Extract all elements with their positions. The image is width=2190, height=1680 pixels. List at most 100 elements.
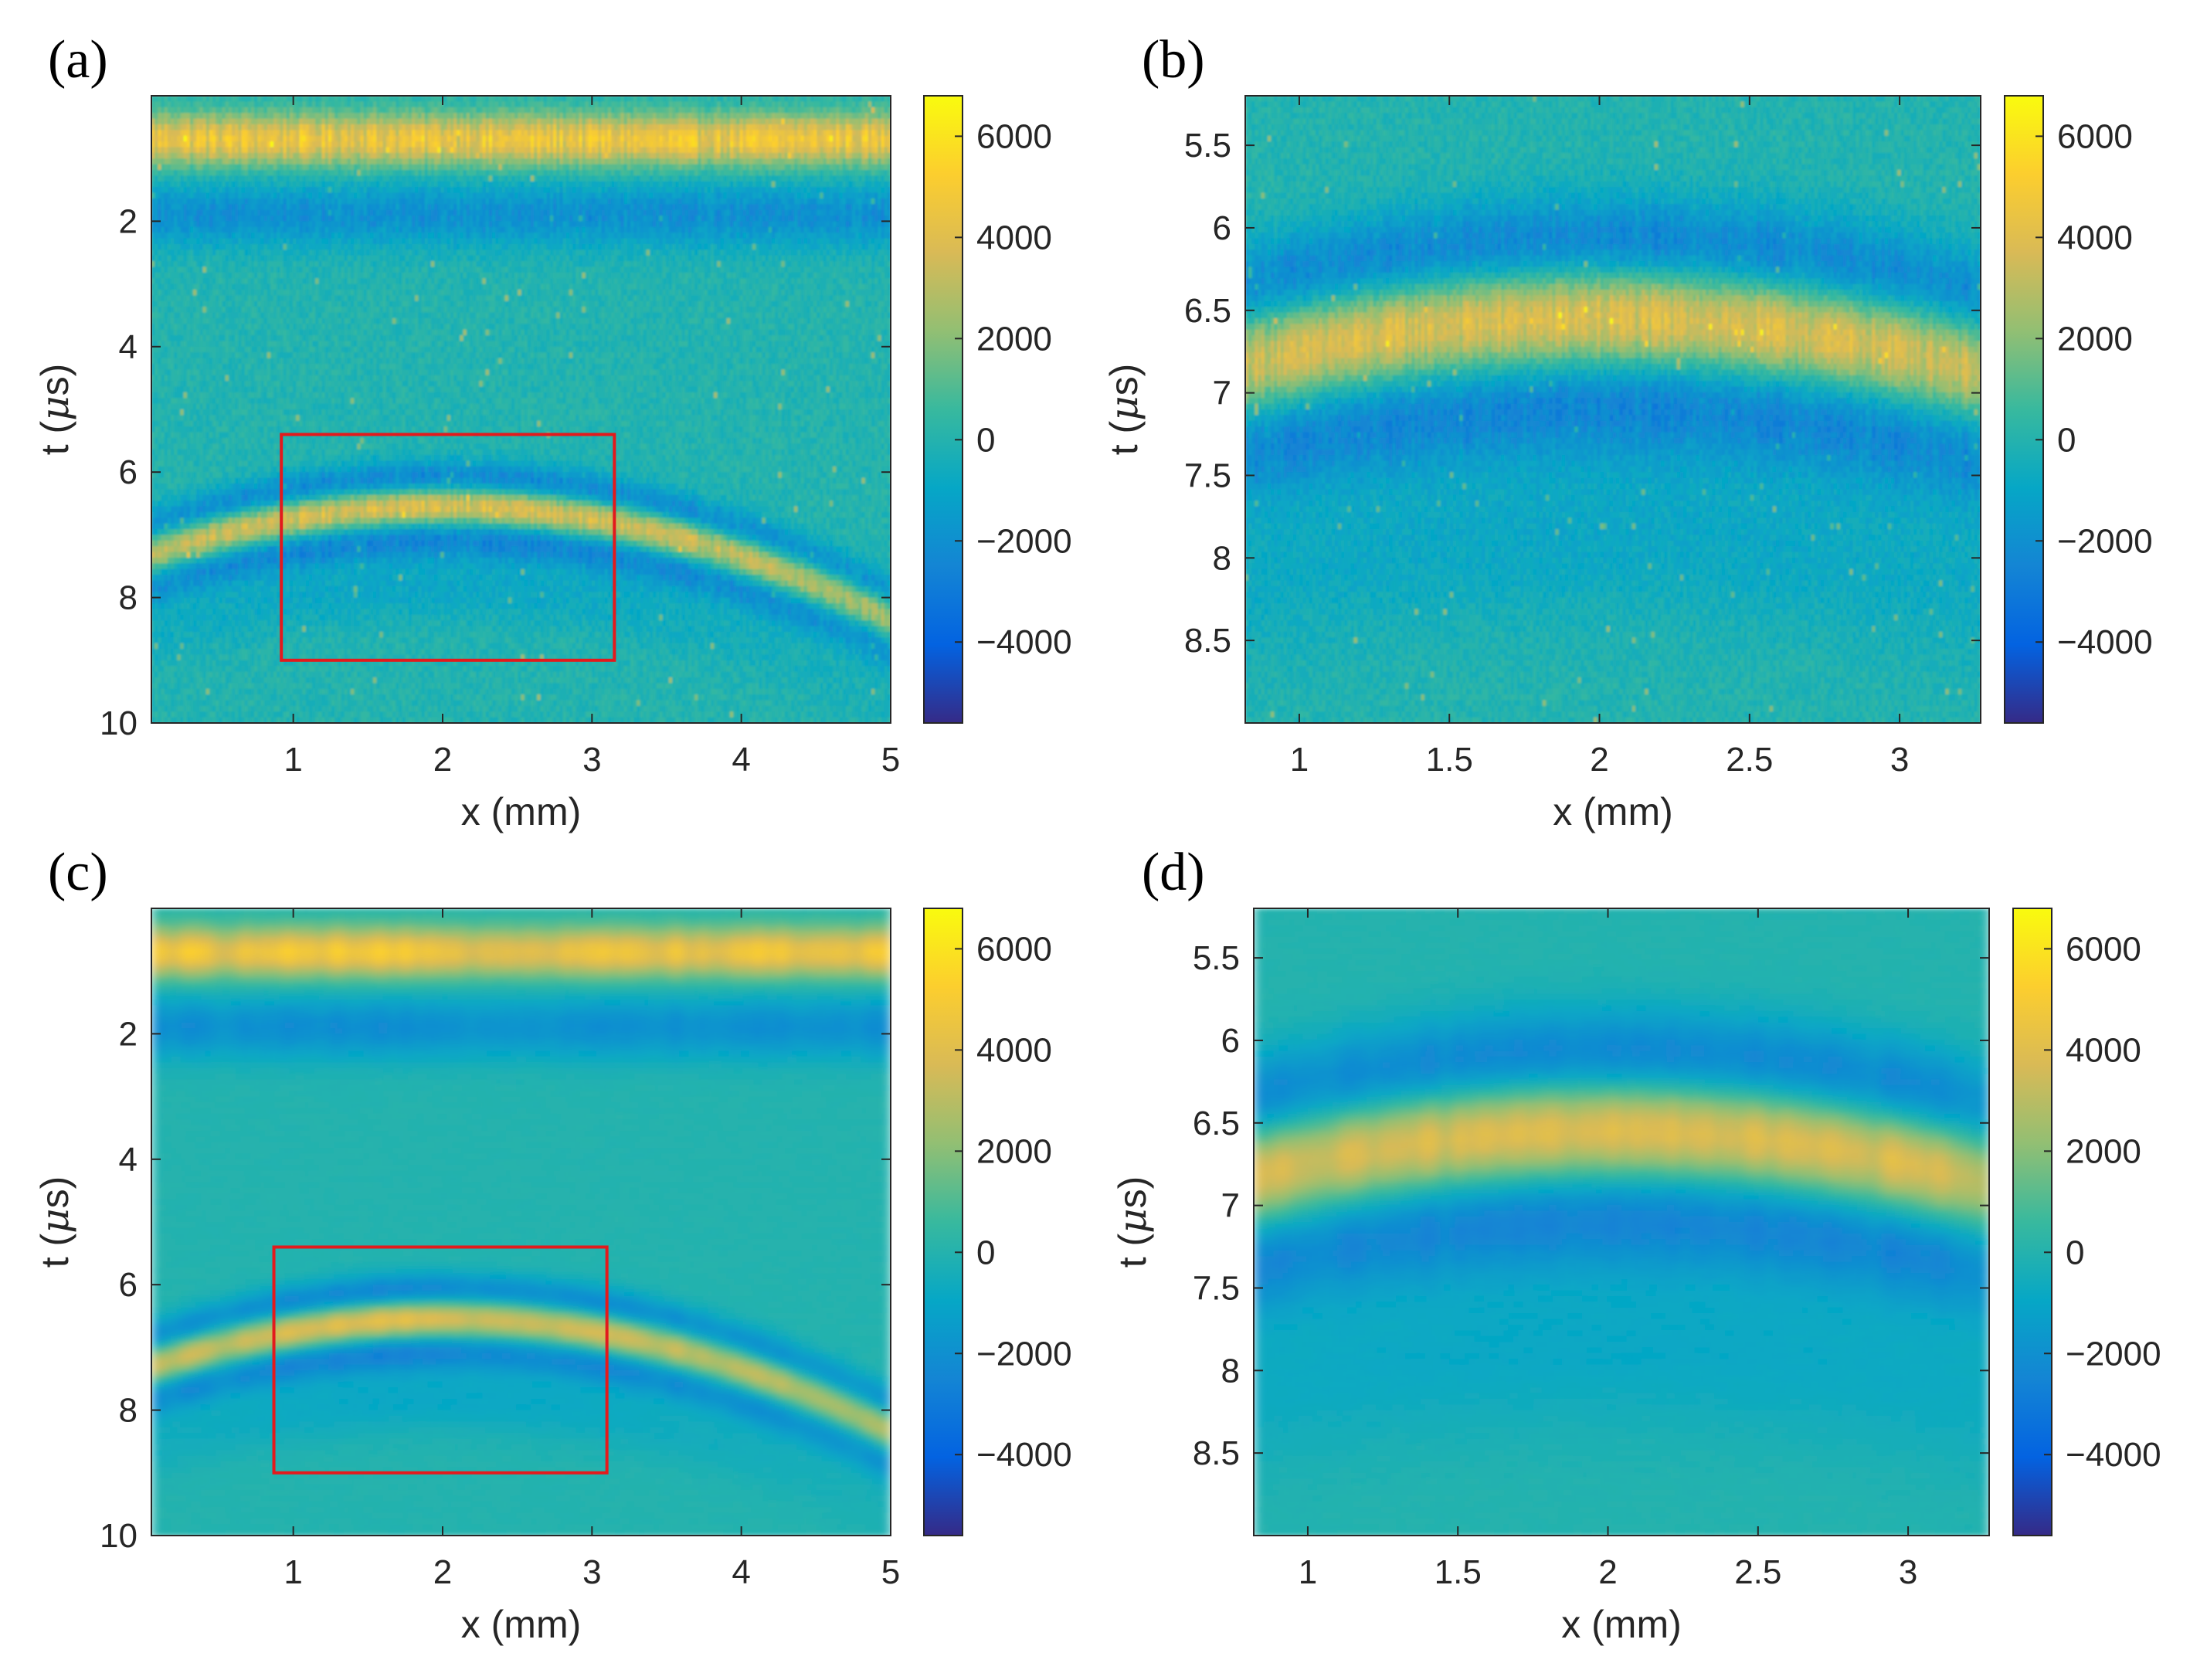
x-tick-label: 3 bbox=[582, 1553, 601, 1591]
y-tick-label: 2 bbox=[119, 202, 138, 240]
x-axis-label: x (mm) bbox=[461, 1603, 582, 1646]
panel-label: (a) bbox=[48, 30, 108, 90]
y-axis-label-prefix: t ( bbox=[1102, 421, 1146, 456]
x-axis-label: x (mm) bbox=[1553, 790, 1673, 833]
colorbar-tick-label: −2000 bbox=[2057, 522, 2153, 560]
x-tick-label: 1 bbox=[1290, 741, 1309, 779]
colorbar-tick-label: −2000 bbox=[976, 1335, 1072, 1373]
x-tick-label: 2 bbox=[1590, 741, 1608, 779]
heatmap-image bbox=[1245, 96, 1981, 724]
colorbar-tick-label: 6000 bbox=[2057, 117, 2133, 155]
y-axis-label-mu: μ bbox=[1102, 395, 1146, 421]
colorbar-tick-label: 4000 bbox=[976, 219, 1052, 256]
x-tick-label: 5 bbox=[881, 741, 900, 779]
y-tick-label: 8.5 bbox=[1193, 1434, 1240, 1472]
x-axis-label: x (mm) bbox=[461, 790, 582, 833]
y-tick-label: 8.5 bbox=[1184, 622, 1231, 660]
x-tick-label: 1 bbox=[1299, 1553, 1317, 1591]
y-axis-label: t (μs) bbox=[1110, 1176, 1155, 1268]
y-tick-label: 5.5 bbox=[1184, 127, 1231, 165]
y-tick-label: 8 bbox=[1213, 539, 1231, 577]
y-tick-label: 5.5 bbox=[1193, 939, 1240, 977]
colorbar-tick-label: 0 bbox=[976, 421, 995, 459]
y-tick-label: 10 bbox=[100, 1517, 138, 1555]
x-tick-label: 3 bbox=[1899, 1553, 1917, 1591]
colorbar-tick-label: 4000 bbox=[976, 1031, 1052, 1069]
colorbar-tick-label: −4000 bbox=[976, 1436, 1072, 1474]
y-tick-label: 8 bbox=[1221, 1352, 1240, 1390]
x-tick-label: 1.5 bbox=[1426, 741, 1473, 779]
colorbar-tick-label: −2000 bbox=[976, 522, 1072, 560]
y-tick-label: 7 bbox=[1213, 375, 1231, 412]
colorbar-tick-label: 0 bbox=[2057, 421, 2076, 459]
x-tick-label: 1 bbox=[284, 741, 302, 779]
y-axis-label: t (μs) bbox=[32, 364, 77, 456]
panel-label: (d) bbox=[1142, 843, 1205, 902]
colorbar-tick-label: 2000 bbox=[2057, 320, 2133, 358]
colorbar-tick-label: 0 bbox=[976, 1234, 995, 1271]
colorbar bbox=[924, 908, 963, 1536]
y-axis-label-suffix: s) bbox=[1102, 364, 1146, 396]
y-tick-label: 6 bbox=[119, 453, 138, 491]
y-tick-label: 6 bbox=[1213, 209, 1231, 247]
heatmap-image bbox=[151, 908, 891, 1536]
x-tick-label: 2 bbox=[1598, 1553, 1617, 1591]
colorbar-tick-label: 6000 bbox=[976, 930, 1052, 968]
colorbar-tick-label: −2000 bbox=[2066, 1335, 2161, 1373]
y-tick-label: 6 bbox=[119, 1266, 138, 1304]
x-tick-label: 4 bbox=[732, 1553, 750, 1591]
x-tick-label: 2.5 bbox=[1734, 1553, 1781, 1591]
x-tick-label: 1 bbox=[284, 1553, 302, 1591]
colorbar-tick-label: 2000 bbox=[2066, 1132, 2141, 1170]
x-tick-label: 3 bbox=[1890, 741, 1909, 779]
x-axis-label: x (mm) bbox=[1561, 1603, 1682, 1646]
x-tick-label: 3 bbox=[582, 741, 601, 779]
colorbar-tick-label: 2000 bbox=[976, 320, 1052, 358]
x-tick-label: 2 bbox=[433, 741, 452, 779]
heatmap-image bbox=[151, 96, 891, 724]
colorbar-tick-label: 0 bbox=[2066, 1234, 2084, 1271]
colorbar-tick-label: −4000 bbox=[2066, 1436, 2161, 1474]
y-axis-label-suffix: s) bbox=[33, 364, 76, 396]
figure: 1 2 3 4 5246810x (mm)t (μs)(a)6000400020000−… bbox=[0, 0, 2190, 1680]
x-tick-label: 5 bbox=[881, 1553, 900, 1591]
y-axis-label-mu: μ bbox=[1110, 1208, 1155, 1234]
y-tick-label: 8 bbox=[119, 579, 138, 617]
y-tick-label: 6.5 bbox=[1184, 292, 1231, 330]
y-axis-label-prefix: t ( bbox=[33, 1234, 76, 1268]
y-tick-label: 7.5 bbox=[1184, 456, 1231, 494]
colorbar-tick-label: 4000 bbox=[2066, 1031, 2141, 1069]
colorbar-tick-label: −4000 bbox=[2057, 623, 2153, 661]
y-axis-label: t (μs) bbox=[1102, 364, 1146, 456]
y-axis-label-mu: μ bbox=[32, 395, 77, 421]
y-tick-label: 4 bbox=[119, 1141, 138, 1179]
heatmap-image bbox=[1254, 908, 1990, 1536]
colorbar-tick-label: 6000 bbox=[2066, 930, 2141, 968]
panel-b: 1 1.5 2 2.5 3 5.5 6 6.5 7 7.5 8 8.5 x (mm) t (μs) (b) 6… bbox=[1102, 30, 2153, 833]
y-axis-label: t (μs) bbox=[32, 1176, 77, 1268]
colorbar-tick-label: −4000 bbox=[976, 623, 1072, 661]
y-tick-label: 6 bbox=[1221, 1022, 1240, 1060]
x-tick-label: 1.5 bbox=[1435, 1553, 1482, 1591]
y-axis-label-suffix: s) bbox=[33, 1176, 76, 1209]
panel-label: (c) bbox=[48, 843, 108, 902]
panel-label: (b) bbox=[1142, 30, 1205, 90]
y-axis-label-prefix: t ( bbox=[33, 421, 76, 456]
y-axis-label-suffix: s) bbox=[1111, 1176, 1154, 1209]
y-tick-label: 2 bbox=[119, 1015, 138, 1053]
x-tick-label: 2.5 bbox=[1726, 741, 1773, 779]
y-tick-label: 7.5 bbox=[1193, 1269, 1240, 1307]
colorbar-tick-label: 2000 bbox=[976, 1132, 1052, 1170]
colorbar bbox=[924, 96, 963, 723]
x-tick-label: 4 bbox=[732, 741, 750, 779]
colorbar-tick-label: 4000 bbox=[2057, 219, 2133, 256]
panel-d: 1 1.5 2 2.5 3 5.5 6 6.5 7 7.5 8 8.5 x (mm) t (μs) (d) 6… bbox=[1110, 843, 2161, 1646]
y-axis-label-prefix: t ( bbox=[1111, 1234, 1154, 1268]
y-tick-label: 7 bbox=[1221, 1187, 1240, 1225]
y-tick-label: 6.5 bbox=[1193, 1105, 1240, 1142]
y-tick-label: 8 bbox=[119, 1392, 138, 1430]
colorbar bbox=[2005, 96, 2043, 723]
